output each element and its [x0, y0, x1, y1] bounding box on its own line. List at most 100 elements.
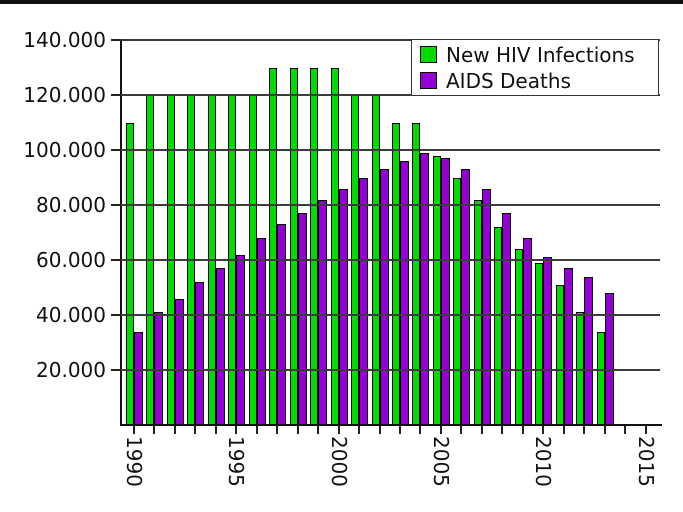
- legend-label-aids-deaths: AIDS Deaths: [446, 68, 571, 93]
- bar-aids-deaths-1999: [318, 199, 327, 426]
- legend-item-new-hiv-infections: New HIV Infections: [420, 43, 658, 67]
- y-axis-label-120000: 120.000: [23, 83, 106, 107]
- x-axis-tick-1993: [194, 426, 196, 434]
- x-axis-tick-2000: [338, 426, 340, 434]
- bar-aids-deaths-2011: [564, 268, 573, 426]
- x-axis-tick-2012: [583, 426, 585, 434]
- x-axis-tick-2006: [460, 426, 462, 434]
- x-axis-tick-2005: [440, 426, 442, 434]
- y-axis-tick-40000: [111, 314, 121, 316]
- bar-aids-deaths-1993: [195, 282, 204, 426]
- x-axis-tick-1999: [317, 426, 319, 434]
- bar-aids-deaths-1997: [277, 224, 286, 426]
- bar-aids-deaths-2010: [543, 257, 552, 426]
- x-axis-tick-1991: [153, 426, 155, 434]
- bar-aids-deaths-2013: [605, 293, 614, 426]
- x-axis-tick-2001: [358, 426, 360, 434]
- x-axis-tick-2009: [522, 426, 524, 434]
- x-axis-label-1995: 1995: [224, 436, 248, 487]
- bar-aids-deaths-2004: [420, 152, 429, 426]
- x-axis-line: [120, 424, 662, 426]
- legend-item-aids-deaths: AIDS Deaths: [420, 69, 658, 93]
- bar-aids-deaths-2000: [339, 188, 348, 426]
- x-axis-tick-2002: [379, 426, 381, 434]
- top-border-strip: [0, 0, 683, 4]
- y-axis-tick-100000: [111, 149, 121, 151]
- legend: New HIV Infections AIDS Deaths: [411, 39, 659, 96]
- y-axis-tick-120000: [111, 94, 121, 96]
- x-axis-tick-2003: [399, 426, 401, 434]
- bar-new-hiv-infections-2009: [515, 249, 523, 426]
- bar-new-hiv-infections-2007: [474, 199, 482, 426]
- bar-new-hiv-infections-1998: [290, 67, 298, 426]
- x-axis-tick-2011: [563, 426, 565, 434]
- y-axis-tick-140000: [111, 39, 121, 41]
- x-axis-label-2010: 2010: [531, 436, 555, 487]
- bar-aids-deaths-2008: [502, 213, 511, 426]
- bar-aids-deaths-2009: [523, 238, 532, 426]
- x-axis-tick-2004: [419, 426, 421, 434]
- x-axis-tick-1994: [215, 426, 217, 434]
- bar-new-hiv-infections-2011: [556, 284, 564, 426]
- gridline-120000: [121, 94, 660, 96]
- bar-aids-deaths-1992: [175, 298, 184, 426]
- bar-new-hiv-infections-2010: [535, 262, 543, 426]
- x-axis-tick-1990: [133, 426, 135, 434]
- bar-aids-deaths-2007: [482, 188, 491, 426]
- y-axis-label-20000: 20.000: [36, 358, 106, 382]
- x-axis-tick-2015: [645, 426, 647, 434]
- gridline-60000: [121, 259, 660, 261]
- bar-aids-deaths-1995: [236, 254, 245, 426]
- y-axis-label-40000: 40.000: [36, 303, 106, 327]
- x-axis-tick-1995: [235, 426, 237, 434]
- y-axis-line: [120, 39, 122, 426]
- x-axis-tick-2013: [604, 426, 606, 434]
- x-axis-tick-2007: [481, 426, 483, 434]
- x-axis-tick-1992: [174, 426, 176, 434]
- bar-new-hiv-infections-1999: [310, 67, 318, 426]
- legend-swatch-new-hiv-infections: [420, 46, 437, 63]
- bar-new-hiv-infections-2008: [494, 227, 502, 426]
- y-axis-label-80000: 80.000: [36, 193, 106, 217]
- x-axis-tick-2014: [624, 426, 626, 434]
- bar-new-hiv-infections-2003: [392, 122, 400, 426]
- gridline-40000: [121, 314, 660, 316]
- bar-new-hiv-infections-1990: [126, 122, 134, 426]
- bar-aids-deaths-1990: [134, 331, 143, 426]
- gridline-20000: [121, 369, 660, 371]
- bar-aids-deaths-2005: [441, 158, 450, 426]
- legend-label-new-hiv-infections: New HIV Infections: [446, 42, 635, 67]
- x-axis-label-2015: 2015: [634, 436, 658, 487]
- gridline-80000: [121, 204, 660, 206]
- gridline-140000: [121, 39, 660, 41]
- x-axis-label-2005: 2005: [429, 436, 453, 487]
- y-axis-tick-20000: [111, 369, 121, 371]
- bar-new-hiv-infections-2005: [433, 155, 441, 426]
- x-axis-label-1990: 1990: [122, 436, 146, 487]
- bar-aids-deaths-2001: [359, 177, 368, 426]
- bar-aids-deaths-2002: [380, 169, 389, 426]
- x-axis-tick-2008: [501, 426, 503, 434]
- x-axis-label-2000: 2000: [327, 436, 351, 487]
- bar-aids-deaths-1994: [216, 268, 225, 426]
- bar-new-hiv-infections-2013: [597, 331, 605, 426]
- y-axis-label-60000: 60.000: [36, 248, 106, 272]
- bar-aids-deaths-2006: [461, 169, 470, 426]
- bar-new-hiv-infections-1997: [269, 67, 277, 426]
- legend-swatch-aids-deaths: [420, 72, 437, 89]
- x-axis-tick-1996: [256, 426, 258, 434]
- y-axis-label-100000: 100.000: [23, 138, 106, 162]
- bar-aids-deaths-2003: [400, 161, 409, 426]
- y-axis-label-140000: 140.000: [23, 28, 106, 52]
- y-axis-tick-60000: [111, 259, 121, 261]
- gridline-100000: [121, 149, 660, 151]
- y-axis-tick-80000: [111, 204, 121, 206]
- bar-aids-deaths-1998: [298, 213, 307, 426]
- bar-aids-deaths-2012: [584, 276, 593, 426]
- x-axis-tick-1998: [297, 426, 299, 434]
- bar-new-hiv-infections-2004: [412, 122, 420, 426]
- bar-new-hiv-infections-2000: [331, 67, 339, 426]
- x-axis-tick-2010: [542, 426, 544, 434]
- x-axis-tick-1997: [276, 426, 278, 434]
